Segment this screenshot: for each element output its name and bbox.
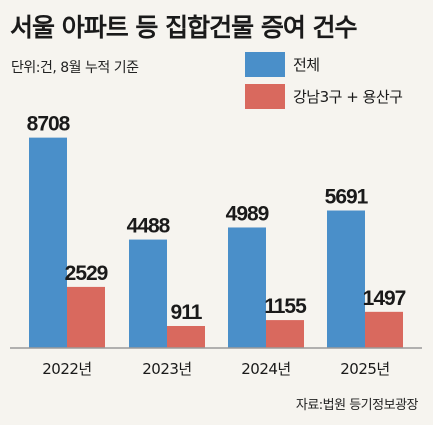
x-tick-label-1: 2023년: [142, 360, 191, 378]
x-tick-label-0: 2022년: [42, 360, 91, 378]
source-note: 자료:법원 등기정보광장: [295, 398, 419, 413]
bar-selected-3: [365, 311, 403, 348]
legend-swatch-selected: [245, 84, 285, 109]
unit-note: 단위:건, 8월 누적 기준: [11, 60, 139, 76]
legend-label-selected: 강남3구 + 용산구: [293, 88, 403, 106]
legend-label-total: 전체: [293, 56, 320, 74]
data-label-selected-0: 2529: [65, 262, 108, 285]
data-label-selected-3: 1497: [363, 287, 406, 310]
x-tick-label-3: 2025년: [340, 360, 389, 378]
data-label-selected-1: 911: [171, 301, 203, 324]
legend-swatch-total: [245, 52, 285, 77]
bar-total-1: [129, 239, 167, 348]
bar-selected-2: [266, 320, 304, 348]
chart-title: 서울 아파트 등 집합건물 증여 건수: [10, 13, 358, 42]
bar-total-2: [228, 227, 266, 348]
data-label-selected-2: 1155: [264, 295, 307, 318]
data-label-total-1: 4488: [127, 215, 171, 238]
legend-item-selected: 강남3구 + 용산구: [245, 84, 403, 109]
bar-total-3: [327, 210, 365, 348]
data-label-total-2: 4989: [226, 202, 269, 225]
bar-total-0: [29, 137, 67, 348]
bar-selected-1: [167, 325, 205, 348]
bar-selected-0: [67, 286, 105, 348]
x-tick-label-2: 2024년: [241, 360, 290, 378]
data-label-total-0: 8708: [27, 113, 71, 136]
legend-item-total: 전체: [245, 52, 320, 77]
data-label-total-3: 5691: [325, 186, 369, 209]
